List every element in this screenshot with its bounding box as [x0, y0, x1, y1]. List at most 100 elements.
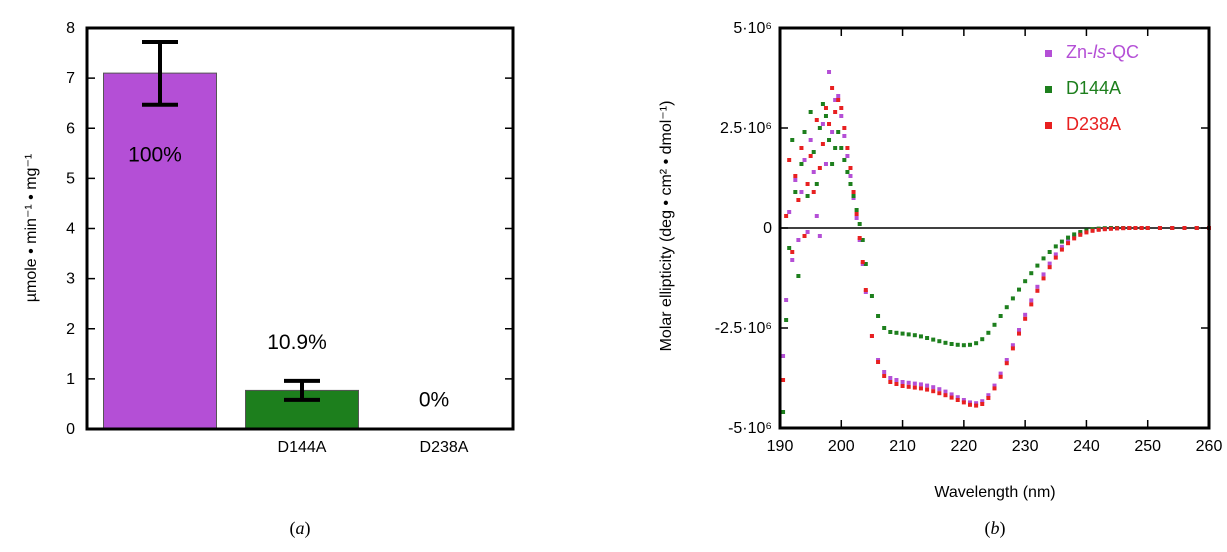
x-tick-label: 190 [767, 438, 794, 455]
data-point [1010, 343, 1015, 348]
legend-label: Zn-ls-QC [1066, 42, 1139, 62]
data-point [814, 214, 819, 218]
data-point [820, 122, 825, 126]
data-point [854, 208, 859, 212]
data-point [1017, 328, 1022, 332]
data-point [986, 393, 991, 398]
data-point [1023, 312, 1028, 317]
data-point [793, 190, 798, 194]
bar [103, 72, 217, 430]
data-point [848, 182, 853, 186]
data-point [980, 399, 985, 404]
data-point [842, 158, 847, 162]
x-tick-label: 210 [889, 438, 916, 455]
data-point [980, 402, 985, 406]
y-tick-label: 8 [66, 20, 75, 37]
data-point [894, 330, 899, 335]
data-point [1072, 236, 1077, 241]
series-points [781, 70, 1211, 406]
data-point [805, 194, 810, 198]
data-point [784, 318, 789, 322]
data-point [787, 246, 792, 250]
y-tick-label: 0 [763, 220, 772, 237]
data-point [1066, 238, 1071, 243]
legend-item: Zn-ls-QC [1045, 42, 1139, 62]
data-point [1059, 239, 1064, 244]
data-point [906, 380, 911, 385]
data-point [1047, 261, 1052, 266]
data-point [1041, 272, 1046, 277]
data-point [1004, 361, 1009, 366]
data-point [943, 393, 948, 398]
data-point [854, 212, 859, 216]
data-point [805, 230, 810, 234]
data-point [1053, 255, 1058, 260]
data-point [817, 166, 822, 170]
error-bar [284, 378, 320, 402]
data-point [860, 238, 865, 242]
data-point [823, 162, 828, 166]
data-point [827, 122, 832, 126]
data-point [1023, 279, 1028, 284]
data-point [1041, 276, 1046, 281]
data-point [1084, 230, 1089, 235]
data-point [900, 384, 905, 388]
data-point [793, 178, 798, 182]
data-point [811, 150, 816, 154]
x-tick-label: 230 [1012, 438, 1039, 455]
x-tick-label: 220 [951, 438, 978, 455]
data-point [787, 158, 792, 162]
data-point [781, 354, 786, 358]
data-point [796, 198, 801, 202]
data-point [992, 322, 997, 327]
data-point [949, 392, 954, 397]
data-point [839, 114, 844, 118]
data-point [823, 106, 828, 110]
data-point [1041, 256, 1046, 261]
y-tick-label: 2 [66, 321, 75, 338]
data-point [906, 332, 911, 337]
data-point [851, 190, 856, 194]
data-point [863, 288, 868, 292]
data-point [1170, 226, 1175, 230]
data-point [1035, 263, 1040, 268]
data-point [894, 378, 899, 382]
data-point [848, 174, 853, 178]
data-point [1029, 271, 1034, 276]
data-point [854, 216, 859, 220]
data-point [845, 154, 850, 158]
y-tick-label: -2.5·10⁶ [715, 320, 772, 337]
y-tick-label: 2.5·10⁶ [720, 120, 772, 137]
data-point [869, 294, 874, 298]
data-point [992, 383, 997, 388]
data-point [900, 331, 905, 336]
data-point [820, 142, 825, 146]
data-point [955, 395, 960, 400]
data-point [1029, 298, 1034, 303]
data-point [808, 110, 813, 114]
data-point [888, 330, 893, 334]
data-point [961, 398, 966, 402]
data-point [790, 250, 795, 254]
data-point [784, 214, 789, 218]
bar-data-label: 100% [128, 144, 182, 167]
data-point [967, 402, 972, 407]
data-point [967, 400, 972, 405]
data-point [1157, 226, 1162, 230]
data-point [925, 336, 930, 340]
data-point [1017, 287, 1022, 292]
data-point [949, 342, 954, 346]
x-tick-label: 250 [1134, 438, 1161, 455]
data-point [1182, 226, 1187, 230]
data-point [845, 146, 850, 150]
data-point [912, 385, 917, 390]
data-point [955, 342, 960, 347]
legend-item: D144A [1045, 78, 1121, 98]
data-point [790, 138, 795, 142]
data-point [1047, 265, 1052, 270]
data-point [1029, 302, 1034, 307]
data-point [1004, 358, 1009, 362]
data-point [937, 391, 942, 396]
data-point [931, 389, 936, 394]
